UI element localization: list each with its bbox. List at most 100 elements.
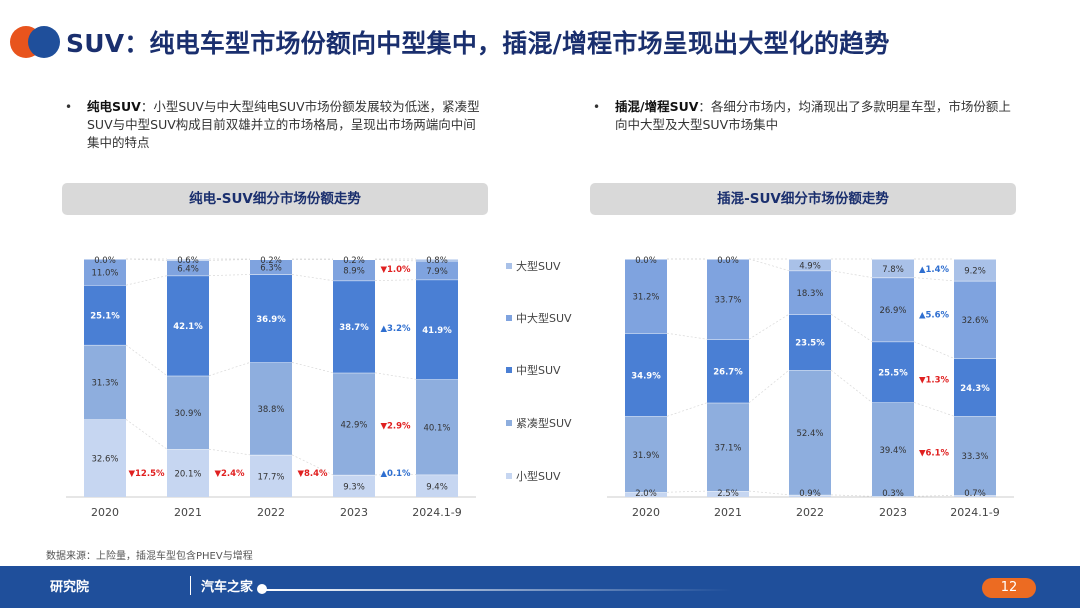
bar-segment-中大型SUV bbox=[872, 277, 914, 342]
value-label: 7.9% bbox=[426, 267, 448, 277]
series-connector bbox=[208, 259, 251, 261]
legend-swatch bbox=[506, 473, 512, 479]
value-label: 32.6% bbox=[91, 455, 118, 465]
change-annotation: ▲1.4% bbox=[919, 265, 950, 275]
bar-segment-中大型SUV bbox=[167, 260, 209, 276]
x-tick-label: 2021 bbox=[714, 506, 742, 519]
bar-segment-中型SUV bbox=[707, 339, 749, 403]
bullet-dot: • bbox=[65, 100, 73, 114]
bullet-heading: 纯电SUV bbox=[87, 99, 141, 114]
series-connector bbox=[913, 402, 955, 417]
value-label: 38.7% bbox=[339, 323, 369, 333]
legend-label: 大型SUV bbox=[516, 259, 561, 273]
series-connector bbox=[913, 341, 955, 359]
value-label: 9.3% bbox=[343, 482, 365, 492]
change-annotation: ▼2.9% bbox=[380, 421, 411, 431]
x-tick-label: 2023 bbox=[340, 506, 368, 519]
series-connector bbox=[208, 448, 251, 456]
series-connector bbox=[748, 490, 790, 496]
value-label: 38.8% bbox=[257, 405, 284, 415]
value-label: 11.0% bbox=[91, 269, 118, 279]
bar-segment-小型SUV bbox=[789, 494, 831, 497]
bullet-heading: 插混/增程SUV bbox=[615, 99, 699, 114]
change-annotation: ▼6.1% bbox=[919, 449, 950, 459]
series-connector bbox=[830, 494, 873, 497]
bullet-separator: ： bbox=[698, 99, 711, 114]
value-label: 33.3% bbox=[961, 452, 988, 462]
value-label: 0.6% bbox=[177, 256, 199, 266]
bar-segment-中大型SUV bbox=[954, 280, 996, 359]
bar-segment-中大型SUV bbox=[707, 259, 749, 340]
footer-org: 研究院 bbox=[50, 580, 90, 595]
legend-swatch bbox=[506, 263, 512, 269]
value-label: 4.9% bbox=[799, 261, 821, 271]
legend-swatch bbox=[506, 420, 512, 426]
series-connector bbox=[830, 270, 873, 278]
series-connector bbox=[666, 490, 708, 493]
x-tick-label: 2024.1-9 bbox=[412, 506, 461, 519]
bar-segment-紧凑型SUV bbox=[84, 344, 126, 420]
value-label: 24.3% bbox=[960, 384, 990, 394]
change-annotation: ▲5.6% bbox=[919, 311, 950, 321]
value-label: 30.9% bbox=[174, 409, 201, 419]
bullet-text: 各细分市场内，均涌现出了多款明星车型，市场份额上向中大型及大型SUV市场集中 bbox=[615, 99, 1011, 132]
value-label: 17.7% bbox=[257, 472, 284, 482]
chart-title-ev: 纯电-SUV细分市场份额走势 bbox=[62, 183, 488, 215]
bar-segment-小型SUV bbox=[167, 449, 209, 497]
value-label: 0.8% bbox=[426, 256, 448, 266]
value-label: 0.7% bbox=[964, 489, 986, 499]
bar-segment-中型SUV bbox=[416, 279, 458, 380]
series-connector bbox=[125, 419, 168, 450]
bullet-text: 小型SUV与中大型纯电SUV市场份额发展较为低迷，紧凑型SUV与中型SUV构成目… bbox=[87, 99, 480, 150]
blue-dot bbox=[28, 26, 60, 58]
series-connector bbox=[748, 369, 790, 404]
bar-segment-大型SUV bbox=[167, 259, 209, 261]
value-label: 40.1% bbox=[423, 423, 450, 433]
x-tick-label: 2021 bbox=[174, 506, 202, 519]
bar-segment-大型SUV bbox=[416, 259, 458, 261]
change-annotation: ▲0.1% bbox=[380, 469, 411, 479]
bar-segment-中大型SUV bbox=[789, 270, 831, 315]
bar-segment-紧凑型SUV bbox=[250, 362, 292, 455]
bar-segment-中大型SUV bbox=[333, 259, 375, 281]
value-label: 0.3% bbox=[882, 489, 904, 499]
value-label: 31.9% bbox=[632, 451, 659, 461]
bar-segment-大型SUV bbox=[954, 259, 996, 281]
bar-segment-紧凑型SUV bbox=[625, 416, 667, 493]
series-connector bbox=[830, 369, 873, 403]
value-label: 26.7% bbox=[713, 367, 743, 377]
value-label: 42.9% bbox=[340, 420, 367, 430]
x-tick-label: 2022 bbox=[796, 506, 824, 519]
series-connector bbox=[374, 259, 417, 262]
value-label: 31.3% bbox=[91, 379, 118, 389]
value-label: 0.9% bbox=[799, 489, 821, 499]
value-label: 20.1% bbox=[174, 470, 201, 480]
change-annotation: ▼1.3% bbox=[919, 376, 950, 386]
value-label: 2.5% bbox=[717, 489, 739, 499]
legend-swatch bbox=[506, 315, 512, 321]
value-label: 0.0% bbox=[717, 256, 739, 266]
ev-chart-group: 2020 2021 2022 2023 2024.1-9 32.6% 20.1% 17.7% 9… bbox=[66, 256, 572, 519]
legend-label: 中大型SUV bbox=[516, 311, 572, 325]
change-annotation: ▼2.4% bbox=[214, 469, 245, 479]
legend-label: 紧凑型SUV bbox=[516, 416, 572, 430]
series-connector bbox=[374, 372, 417, 380]
phev-chart-group: 2020 2021 2022 2023 2024.1-9 2.0% 2.5% 0.9% 0.3%… bbox=[607, 256, 1014, 519]
value-label: 18.3% bbox=[796, 289, 823, 299]
bar-segment-中型SUV bbox=[954, 358, 996, 417]
bullet-separator: ： bbox=[140, 99, 154, 114]
bar-segment-紧凑型SUV bbox=[167, 375, 209, 450]
footer-progress-line bbox=[262, 589, 732, 591]
legend-label: 小型SUV bbox=[516, 469, 561, 483]
footer-bar: 研究院 汽车之家 12 bbox=[0, 566, 1080, 608]
page-title: SUV：纯电车型市场份额向中型集中，插混/增程市场呈现出大型化的趋势 bbox=[66, 29, 890, 58]
value-label: 37.1% bbox=[714, 443, 741, 453]
value-label: 8.9% bbox=[343, 267, 365, 277]
legend-label: 中型SUV bbox=[516, 363, 561, 377]
data-source-note: 数据来源：上险量，插混车型包含PHEV与增程 bbox=[46, 551, 253, 562]
x-tick-label: 2022 bbox=[257, 506, 285, 519]
bar-segment-中型SUV bbox=[167, 275, 209, 376]
value-label: 2.0% bbox=[635, 489, 657, 499]
page-number: 12 bbox=[982, 578, 1036, 598]
series-connector bbox=[748, 258, 790, 271]
